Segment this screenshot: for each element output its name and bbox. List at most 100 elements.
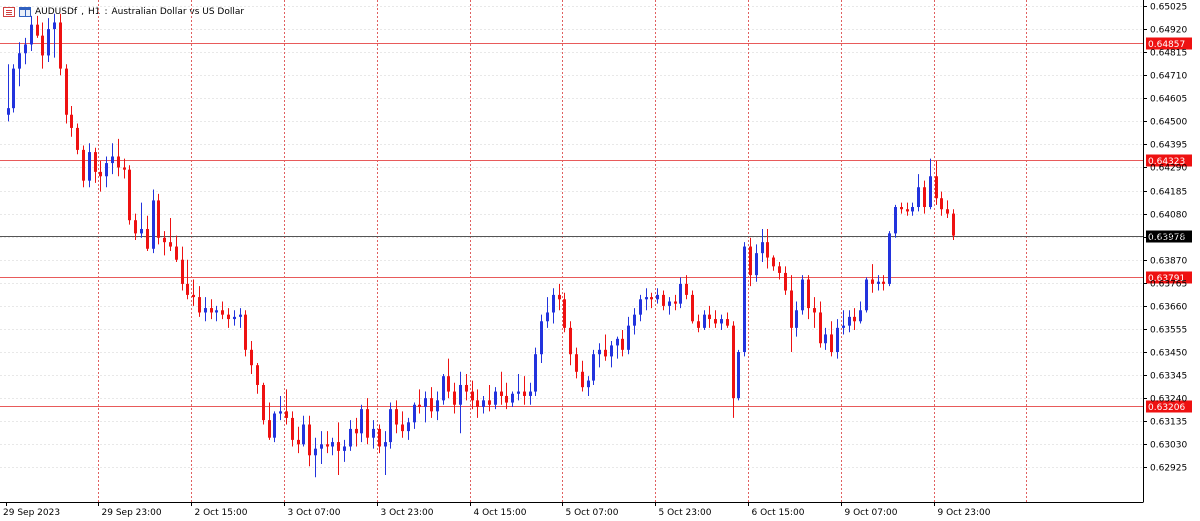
candle-body — [668, 301, 671, 306]
candle-body — [703, 314, 706, 328]
candle-body — [882, 281, 885, 284]
candle-body — [650, 297, 653, 300]
chart-description: Australian Dollar vs US Dollar — [111, 7, 245, 17]
level-label: 0.64323 — [1148, 157, 1185, 167]
candle-body — [227, 314, 230, 320]
candle-body — [192, 294, 195, 298]
y-tick-label: 0.64080 — [1150, 211, 1187, 221]
candle-body — [569, 327, 572, 355]
y-tick-label: 0.63870 — [1150, 257, 1187, 267]
candle-body — [65, 68, 68, 115]
candle-body — [262, 384, 265, 421]
candle-body — [482, 400, 485, 407]
candle-body — [824, 334, 827, 344]
x-tick-label: 29 Sep 23:00 — [102, 508, 162, 518]
x-tick-label: 5 Oct 23:00 — [659, 508, 712, 518]
candle-body — [99, 171, 102, 177]
candle-body — [795, 310, 798, 328]
candle-body — [436, 400, 439, 412]
candle-body — [708, 314, 711, 320]
candle-body — [674, 301, 677, 304]
candle-body — [117, 156, 120, 168]
y-tick-label: 0.63660 — [1150, 303, 1187, 313]
candle-body — [24, 44, 27, 54]
y-tick-label: 0.63555 — [1150, 326, 1187, 336]
candle-body — [355, 428, 358, 434]
candle-body — [459, 384, 462, 405]
y-tick-label: 0.64395 — [1150, 141, 1187, 151]
candle-body — [511, 393, 514, 403]
candle-body — [41, 35, 44, 56]
candle-body — [558, 294, 561, 300]
candle-body — [418, 404, 421, 407]
current-price-label: 0.63978 — [1148, 233, 1185, 243]
candle-body — [772, 257, 775, 267]
candle-body — [140, 228, 143, 234]
level-label: 0.64857 — [1148, 40, 1185, 50]
x-tick-label: 9 Oct 07:00 — [845, 508, 898, 518]
candle-body — [627, 325, 630, 350]
candle-body — [877, 281, 880, 284]
candle-body — [517, 391, 520, 394]
candle-body — [268, 420, 271, 438]
candle-body — [331, 442, 334, 447]
candle-body — [297, 439, 300, 445]
candle-body — [111, 156, 114, 164]
candle-body — [494, 391, 497, 405]
candle-body — [59, 22, 62, 69]
candle-body — [36, 24, 39, 36]
candle-body — [836, 327, 839, 353]
candle-body — [244, 314, 247, 350]
candle-body — [697, 321, 700, 328]
candle-body — [366, 409, 369, 438]
window-layout-icon[interactable] — [19, 7, 31, 17]
candle-body — [465, 384, 468, 392]
horizontal-grid — [0, 6, 1143, 468]
candle-body — [476, 400, 479, 407]
candle-body — [784, 272, 787, 291]
candle-body — [430, 398, 433, 412]
x-tick-label: 2 Oct 15:00 — [195, 508, 248, 518]
candle-body — [401, 424, 404, 432]
candle-body — [186, 283, 189, 295]
candle-body — [830, 334, 833, 353]
candle-body — [7, 108, 10, 115]
candle-body — [343, 446, 346, 451]
candle-body — [540, 321, 543, 355]
chart-menu-icon[interactable] — [3, 7, 15, 17]
current-price-label-bg — [1146, 230, 1192, 243]
candle-body — [529, 391, 532, 396]
candle-body — [865, 279, 868, 311]
candle-body — [175, 246, 178, 260]
level-label-bg — [1146, 400, 1192, 413]
candle-body — [906, 209, 909, 212]
level-label-bg — [1146, 271, 1192, 284]
x-tick-label: 29 Sep 2023 — [3, 508, 60, 518]
candle-body — [848, 316, 851, 326]
chart-timeframe: H1 — [87, 7, 101, 17]
candle-body — [523, 391, 526, 396]
candle-body — [256, 365, 259, 385]
candle-body — [442, 376, 445, 401]
candle-body — [500, 391, 503, 396]
candle-body — [726, 319, 729, 326]
candle-body — [685, 283, 688, 295]
candle-body — [233, 316, 236, 320]
y-tick-label: 0.64710 — [1150, 72, 1187, 82]
candle-body — [598, 349, 601, 355]
candle-body — [900, 207, 903, 210]
candle-body — [662, 294, 665, 306]
candle-body — [447, 376, 450, 392]
x-tick-label: 6 Oct 15:00 — [752, 508, 805, 518]
candle-body — [732, 325, 735, 399]
candle-body — [639, 299, 642, 315]
candle-body — [621, 338, 624, 350]
candle-body — [743, 246, 746, 353]
level-label-bg — [1146, 154, 1192, 167]
candle-body — [749, 246, 752, 276]
level-label: 0.63206 — [1148, 403, 1185, 413]
candle-body — [587, 380, 590, 388]
candle-body — [198, 297, 201, 313]
